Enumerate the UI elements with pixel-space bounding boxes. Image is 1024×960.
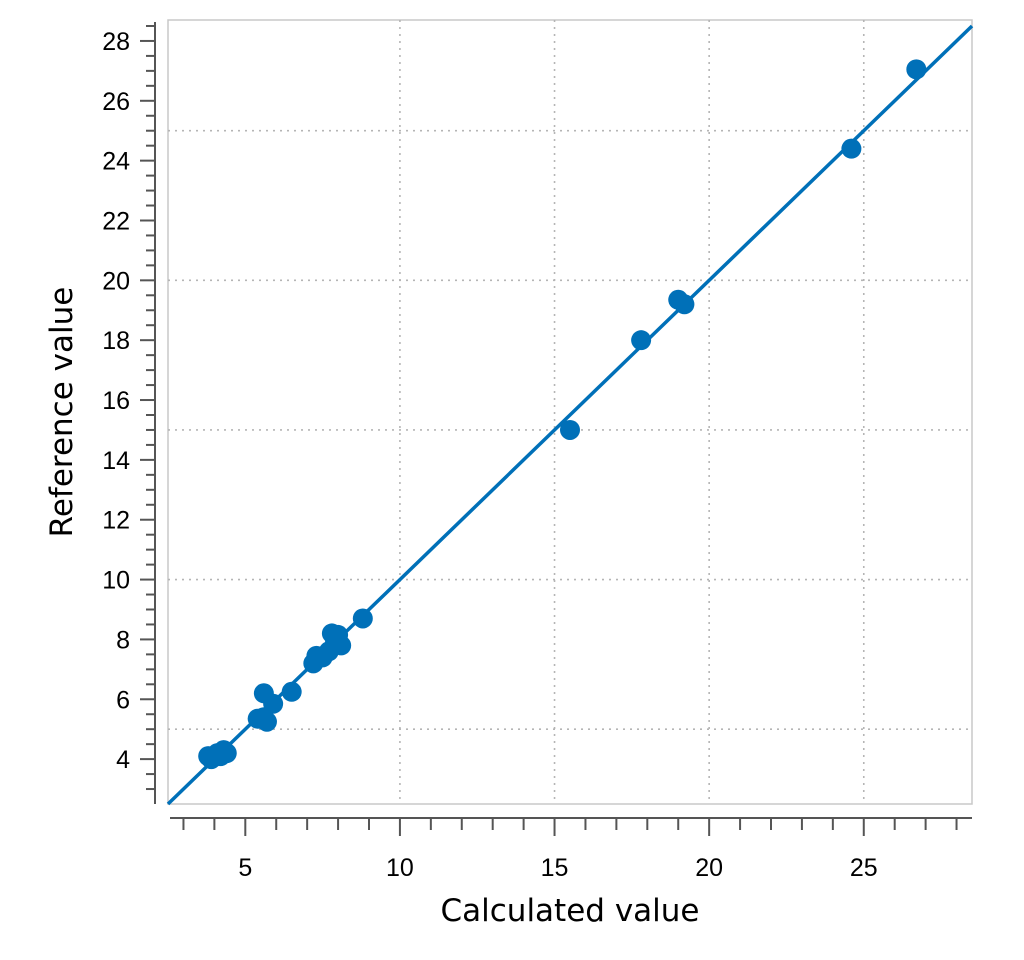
data-point: [631, 330, 652, 351]
data-series: [166, 24, 974, 806]
data-point: [352, 608, 373, 629]
data-point: [674, 294, 695, 315]
y-tick-label: 12: [102, 507, 130, 535]
y-tick-label: 26: [102, 88, 130, 116]
y-tick-label: 10: [102, 567, 130, 595]
y-tick-label: 18: [102, 327, 130, 355]
x-tick-label: 20: [695, 854, 723, 882]
x-tick-label: 10: [386, 854, 414, 882]
y-axis: 4 6 8 10 12 14 16 18 20 22 24 26 28: [102, 22, 156, 804]
y-tick-label: 20: [102, 267, 130, 295]
y-tick-label: 24: [102, 148, 130, 176]
grid-lines: [168, 20, 972, 804]
data-point: [331, 635, 352, 656]
data-point: [281, 681, 302, 702]
y-tick-label: 28: [102, 28, 130, 56]
y-tick-label: 14: [102, 447, 130, 475]
x-axis-title: Calculated value: [441, 893, 700, 929]
y-tick-label: 16: [102, 387, 130, 415]
y-tick-label: 6: [116, 686, 130, 714]
y-tick-label: 22: [102, 207, 130, 235]
data-point: [906, 59, 927, 80]
x-tick-label: 25: [850, 854, 878, 882]
data-point: [216, 743, 237, 764]
y-axis-title: Reference value: [44, 287, 80, 538]
data-point: [263, 693, 284, 714]
data-point: [841, 138, 862, 159]
fit-line: [166, 24, 974, 806]
y-tick-label: 4: [116, 746, 130, 774]
x-tick-label: 15: [541, 854, 569, 882]
y-tick-label: 8: [116, 626, 130, 654]
x-tick-label: 5: [238, 854, 252, 882]
data-point: [256, 711, 277, 732]
data-point: [560, 419, 580, 440]
x-axis: 5 10 15 20 25: [170, 817, 972, 882]
